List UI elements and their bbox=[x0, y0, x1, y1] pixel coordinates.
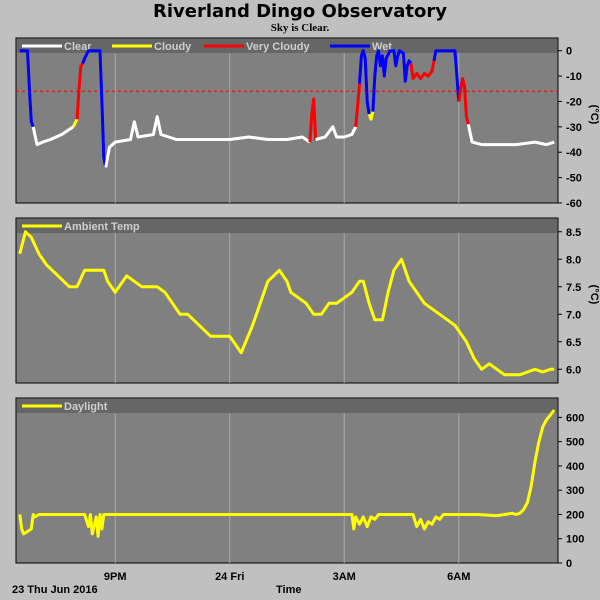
series-segment-clear bbox=[466, 123, 555, 147]
series-segment-wet bbox=[358, 49, 371, 115]
y-tick-label: -40 bbox=[566, 147, 582, 159]
y-tick-label: 200 bbox=[566, 509, 584, 521]
y-tick-label: 0 bbox=[566, 558, 572, 570]
plot-area bbox=[15, 37, 559, 204]
y-tick-label: 300 bbox=[566, 485, 584, 497]
series-segment-very_cloudy bbox=[75, 62, 84, 120]
legend-label: Very Cloudy bbox=[246, 41, 310, 53]
chart-panel-ambient: 8.5 8.0 7.5 7.0 6.5 6.0 (°C) Ambient Temp bbox=[15, 217, 600, 384]
y-tick-label: 8.5 bbox=[566, 227, 581, 239]
y-tick-label: 600 bbox=[566, 412, 584, 424]
y-tick-label: 7.5 bbox=[566, 282, 581, 294]
series-segment-wet bbox=[19, 49, 35, 128]
series-segment-cloudy bbox=[367, 111, 375, 121]
legend-strip bbox=[17, 399, 557, 413]
series-segment-clear bbox=[315, 125, 358, 141]
y-tick-label: 500 bbox=[566, 437, 584, 449]
y-tick-label: 400 bbox=[566, 461, 584, 473]
y-unit-label: (°C) bbox=[588, 105, 600, 125]
legend-strip bbox=[17, 39, 557, 53]
series-segment-clear bbox=[31, 125, 75, 147]
plot-area bbox=[15, 217, 559, 384]
y-tick-label: -30 bbox=[566, 122, 582, 134]
series-segment-very_cloudy bbox=[308, 97, 318, 143]
series-line-ambient bbox=[18, 230, 555, 377]
y-unit-label: (°C) bbox=[588, 285, 600, 305]
x-tick-label: 24 Fri bbox=[215, 571, 244, 583]
y-tick-label: -10 bbox=[566, 71, 582, 83]
y-tick-label: 100 bbox=[566, 534, 584, 546]
x-tick-label: 9PM bbox=[104, 571, 127, 583]
y-tick-label: -60 bbox=[566, 198, 582, 210]
y-tick-label: 7.0 bbox=[566, 309, 581, 321]
y-tick-label: -20 bbox=[566, 96, 582, 108]
y-tick-label: 0 bbox=[566, 46, 572, 58]
y-tick-label: 6.0 bbox=[566, 364, 581, 376]
y-tick-label: 8.0 bbox=[566, 254, 581, 266]
series-segment-cloudy bbox=[71, 118, 79, 128]
plot-area bbox=[15, 397, 559, 564]
legend-label: Clear bbox=[64, 41, 92, 53]
chart-panel-sky: 0 -10 -20 -30 -40 -50 -60 (°C) Clear Cloudy Very C… bbox=[15, 37, 600, 210]
legend-label: Cloudy bbox=[154, 41, 192, 53]
series-segment-wet bbox=[432, 49, 461, 102]
series-segment-very_cloudy bbox=[409, 60, 436, 81]
legend-strip bbox=[17, 219, 557, 233]
y-tick-label: -50 bbox=[566, 173, 582, 185]
x-date-label: 23 Thu Jun 2016 bbox=[12, 584, 98, 596]
y-tick-label: 6.5 bbox=[566, 337, 581, 349]
series-segment-very_cloudy bbox=[457, 77, 470, 125]
chart-panel-daylight: 600 500 400 300 200 100 0 Daylight bbox=[15, 397, 584, 570]
series-segment-clear bbox=[104, 115, 311, 168]
x-tick-label: 3AM bbox=[333, 571, 356, 583]
series-segment-wet bbox=[371, 49, 413, 112]
page-subtitle: Sky is Clear. bbox=[270, 22, 330, 34]
series-segment-very_cloudy bbox=[354, 83, 361, 127]
x-axis-label: Time bbox=[276, 584, 301, 596]
legend-label: Ambient Temp bbox=[64, 221, 140, 233]
legend-label: Daylight bbox=[64, 401, 108, 413]
legend-label: Wet bbox=[372, 41, 392, 53]
series-segment-wet bbox=[81, 49, 108, 168]
page-title: Riverland Dingo Observatory bbox=[152, 1, 448, 22]
series-line-daylight bbox=[18, 409, 556, 538]
x-tick-label: 6AM bbox=[447, 571, 470, 583]
